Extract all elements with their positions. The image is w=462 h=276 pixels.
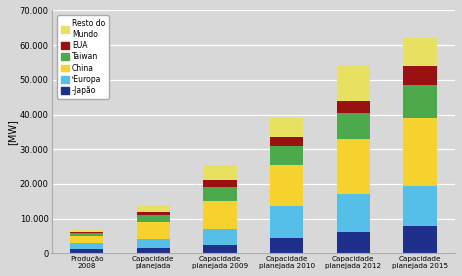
Bar: [70, 233, 103, 236]
Bar: [403, 66, 437, 85]
Bar: [203, 201, 237, 229]
Bar: [70, 243, 103, 249]
Bar: [70, 236, 103, 243]
Bar: [270, 137, 304, 146]
Bar: [270, 165, 304, 206]
Bar: [70, 230, 103, 232]
Bar: [137, 215, 170, 222]
Bar: [203, 165, 237, 181]
Bar: [403, 186, 437, 225]
Bar: [137, 205, 170, 212]
Legend: Resto do
Mundo, EUA, Taiwan, China, ᵗEuropa, -Japão: Resto do Mundo, EUA, Taiwan, China, ᵗEur…: [57, 15, 109, 99]
Bar: [203, 245, 237, 253]
Bar: [137, 239, 170, 248]
Bar: [137, 222, 170, 239]
Bar: [337, 101, 370, 113]
Bar: [337, 113, 370, 139]
Bar: [137, 212, 170, 215]
Bar: [270, 118, 304, 137]
Bar: [337, 139, 370, 194]
Bar: [70, 232, 103, 233]
Bar: [203, 187, 237, 201]
Bar: [270, 146, 304, 165]
Bar: [337, 232, 370, 253]
Bar: [403, 118, 437, 186]
Bar: [403, 225, 437, 253]
Bar: [203, 181, 237, 187]
Bar: [137, 248, 170, 253]
Bar: [337, 66, 370, 101]
Bar: [270, 206, 304, 238]
Bar: [270, 238, 304, 253]
Y-axis label: [MW]: [MW]: [7, 119, 17, 145]
Bar: [403, 38, 437, 66]
Bar: [337, 194, 370, 232]
Bar: [70, 249, 103, 253]
Bar: [403, 85, 437, 118]
Bar: [203, 229, 237, 245]
